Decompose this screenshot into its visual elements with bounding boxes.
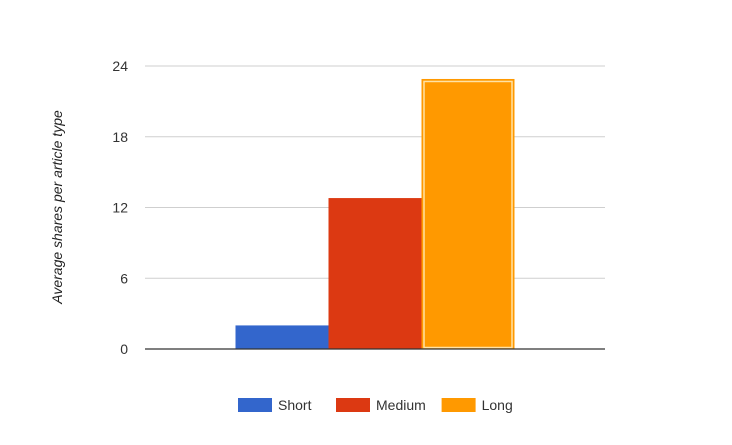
y-axis-label: Average shares per article type [49,110,65,305]
legend-label: Long [482,397,513,413]
bar-long [421,78,515,350]
bar-medium [328,198,422,349]
y-tick-label: 0 [120,341,128,357]
legend-label: Short [278,397,312,413]
legend-swatch [441,398,476,412]
legend: Short Medium Long [238,397,513,413]
y-tick-label: 6 [120,270,128,286]
y-tick-label: 12 [112,200,128,216]
legend-item-long[interactable]: Long [441,397,513,413]
y-tick-label: 24 [112,58,128,74]
legend-swatch [238,398,272,412]
bar-short [235,325,329,349]
y-axis-ticks: 0 6 12 18 24 [112,58,128,357]
legend-swatch [336,398,370,412]
bar-long-highlight [423,80,513,349]
legend-label: Medium [376,397,426,413]
legend-item-short[interactable]: Short [238,397,312,413]
legend-item-medium[interactable]: Medium [336,397,426,413]
y-tick-label: 18 [112,129,128,145]
bars [235,78,515,350]
